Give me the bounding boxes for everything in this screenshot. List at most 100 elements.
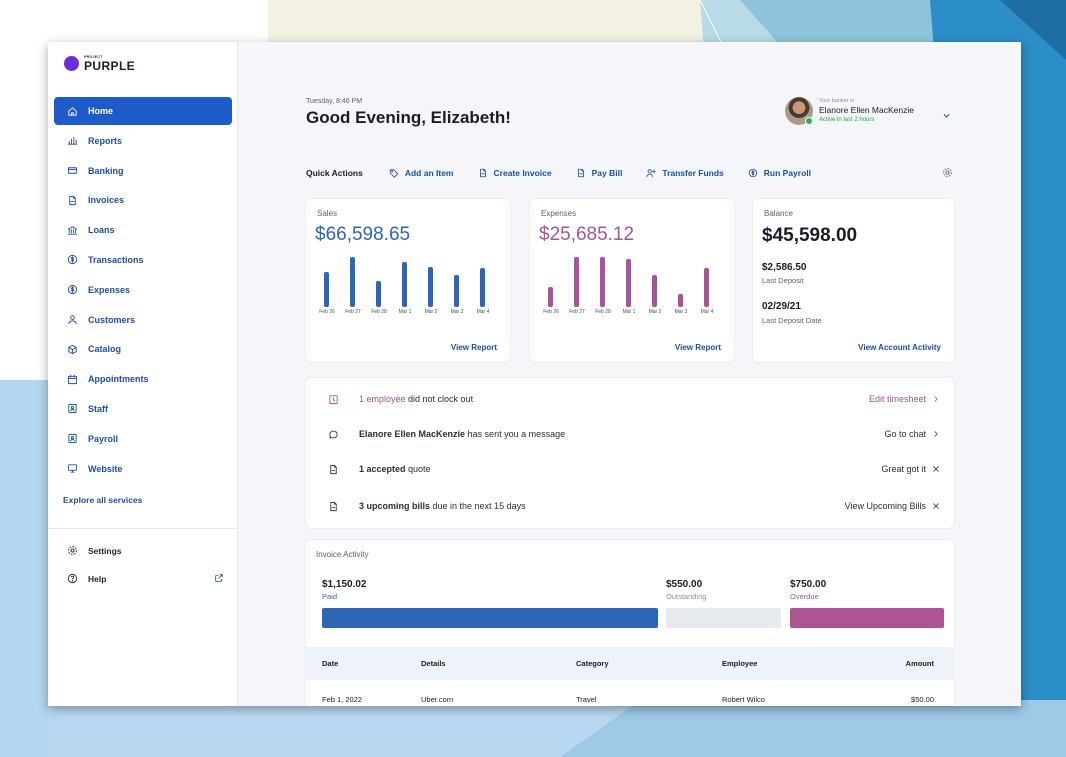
sales-tick-label: Feb 28	[371, 309, 387, 315]
outstanding-amount: $550.00	[666, 579, 703, 590]
invoice-activity-card: Invoice Activity $1,150.02 Paid $550.00 …	[306, 540, 954, 706]
sales-bar-group: Feb 27	[342, 254, 364, 315]
quick-action-pay-bill[interactable]: Pay Bill	[576, 168, 622, 178]
help-icon	[64, 573, 80, 584]
chevron-right-icon[interactable]	[926, 395, 940, 403]
sidebar-item-reports[interactable]: Reports	[54, 127, 232, 155]
outstanding-bar	[666, 608, 781, 628]
quick-action-add-an-item[interactable]: Add an Item	[389, 168, 454, 178]
column-header-category[interactable]: Category	[576, 659, 609, 668]
notification-highlight: 1 accepted	[359, 464, 406, 474]
sidebar-item-transactions[interactable]: Transactions	[54, 246, 232, 274]
notification-action[interactable]: View Upcoming Bills	[845, 501, 940, 511]
expenses-tick-label: Mar 3	[674, 309, 688, 315]
main-content: Tuesday, 8:46 PM Good Evening, Elizabeth…	[238, 42, 1021, 706]
sidebar-item-payroll[interactable]: Payroll	[54, 425, 232, 453]
brand-dot-icon	[64, 56, 79, 72]
sidebar-item-staff[interactable]: Staff	[54, 395, 232, 423]
sidebar-item-label: Loans	[88, 225, 115, 236]
sidebar-item-label: Banking	[88, 165, 124, 176]
sidebar-item-label: Staff	[88, 403, 108, 414]
expenses-bar-group: Mar 4	[696, 254, 718, 315]
expenses-bar-group: Feb 27	[566, 254, 588, 315]
sales-view-report-link[interactable]: View Report	[450, 343, 497, 352]
person-add-icon	[646, 168, 662, 178]
notification-highlight: 1 employee	[359, 394, 406, 404]
calendar-icon	[64, 374, 80, 385]
sales-tick-label: Mar 3	[450, 309, 464, 315]
sales-bar	[402, 261, 407, 307]
dollar-circle-icon	[748, 168, 764, 178]
sidebar-item-label: Payroll	[88, 433, 119, 444]
person-icon	[64, 314, 80, 325]
sidebar-item-banking[interactable]: Banking	[54, 157, 232, 185]
app-window: PROJECT PURPLE Home Reports Banking Invoice…	[48, 42, 1021, 706]
sidebar-item-website[interactable]: Website	[54, 455, 232, 483]
chevron-down-icon[interactable]	[942, 107, 951, 125]
explore-services-link[interactable]: Explore all services	[63, 495, 143, 505]
notification-body: quote	[405, 464, 431, 474]
notification-action[interactable]: Great got it	[881, 464, 940, 474]
quick-action-run-payroll[interactable]: Run Payroll	[748, 168, 811, 178]
sidebar-item-settings[interactable]: Settings	[64, 545, 224, 556]
sidebar-item-invoices[interactable]: Invoices	[54, 186, 232, 214]
close-icon[interactable]	[926, 465, 940, 473]
notification-action[interactable]: Go to chat	[884, 429, 940, 439]
sidebar-item-label: Transactions	[88, 254, 144, 265]
sidebar-item-help[interactable]: Help	[64, 573, 224, 584]
home-icon	[64, 106, 80, 117]
sales-tick-label: Feb 26	[319, 309, 335, 315]
card-icon	[64, 165, 80, 176]
notification-text: 1 employee did not clock out	[359, 394, 473, 404]
sidebar-item-appointments[interactable]: Appointments	[54, 365, 232, 393]
external-link-icon[interactable]	[214, 573, 224, 585]
sidebar-item-label: Help	[88, 573, 107, 584]
sidebar-item-catalog[interactable]: Catalog	[54, 335, 232, 363]
column-header-amount[interactable]: Amount	[905, 659, 934, 668]
column-header-employee[interactable]: Employee	[722, 659, 758, 668]
chevron-right-icon[interactable]	[926, 430, 940, 438]
overdue-bar	[790, 608, 944, 628]
notification-body: due in the next 15 days	[430, 501, 526, 511]
notification-highlight: 3 upcoming bills	[359, 501, 431, 511]
bar-chart-icon	[64, 135, 80, 146]
sales-tick-label: Mar 1	[398, 309, 412, 315]
sidebar-item-expenses[interactable]: Expenses	[54, 276, 232, 304]
notification-action-label: View Upcoming Bills	[844, 501, 926, 511]
notification-row: 1 accepted quote Great got it	[306, 460, 954, 480]
view-account-activity-link[interactable]: View Account Activity	[858, 343, 941, 352]
table-header: Date Details Category Employee Amount	[306, 647, 954, 680]
quick-action-create-invoice[interactable]: Create Invoice	[478, 168, 552, 178]
close-icon[interactable]	[926, 502, 940, 510]
sidebar-item-loans[interactable]: Loans	[54, 216, 232, 244]
invoice-activity-title: Invoice Activity	[316, 550, 369, 559]
expenses-bar-group: Feb 26	[540, 254, 562, 315]
sales-card: Sales $66,598.65 Feb 26 Feb 27 Feb 28 Mar 1…	[306, 199, 510, 362]
sidebar-nav: Home Reports Banking Invoices Loans Transacti…	[54, 97, 232, 484]
banker-status: Active in last 2 hours	[819, 117, 875, 123]
gear-icon[interactable]	[942, 167, 953, 180]
expenses-amount: $25,685.12	[539, 224, 635, 245]
cell-date: Feb 1, 2022	[322, 695, 363, 704]
column-header-date[interactable]: Date	[322, 659, 339, 668]
column-header-details[interactable]: Details	[421, 659, 446, 668]
expenses-tick-label: Feb 27	[569, 309, 585, 315]
sidebar-item-label: Customers	[88, 314, 136, 325]
dollar-circle-icon	[64, 254, 80, 265]
document-icon	[576, 168, 592, 178]
sidebar: PROJECT PURPLE Home Reports Banking Invoice…	[48, 42, 238, 706]
sales-bar-group: Mar 2	[420, 254, 442, 315]
sidebar-item-home[interactable]: Home	[54, 97, 232, 125]
notification-action[interactable]: Edit timesheet	[869, 394, 940, 404]
sales-bar	[480, 268, 485, 307]
id-badge-icon	[64, 403, 80, 414]
sales-bar	[324, 272, 329, 307]
document-icon	[478, 168, 494, 178]
expenses-view-report-link[interactable]: View Report	[674, 343, 721, 352]
quick-action-label: Transfer Funds	[662, 168, 724, 178]
notification-text: 3 upcoming bills due in the next 15 days	[359, 501, 526, 511]
quick-action-transfer-funds[interactable]: Transfer Funds	[646, 168, 724, 178]
sidebar-item-customers[interactable]: Customers	[54, 306, 232, 334]
banker-card[interactable]: Your banker is Elanore Ellen MacKenzie A…	[785, 97, 955, 129]
table-row[interactable]: Feb 1, 2022 Uber.com Travel Robert Wilco…	[306, 683, 954, 706]
